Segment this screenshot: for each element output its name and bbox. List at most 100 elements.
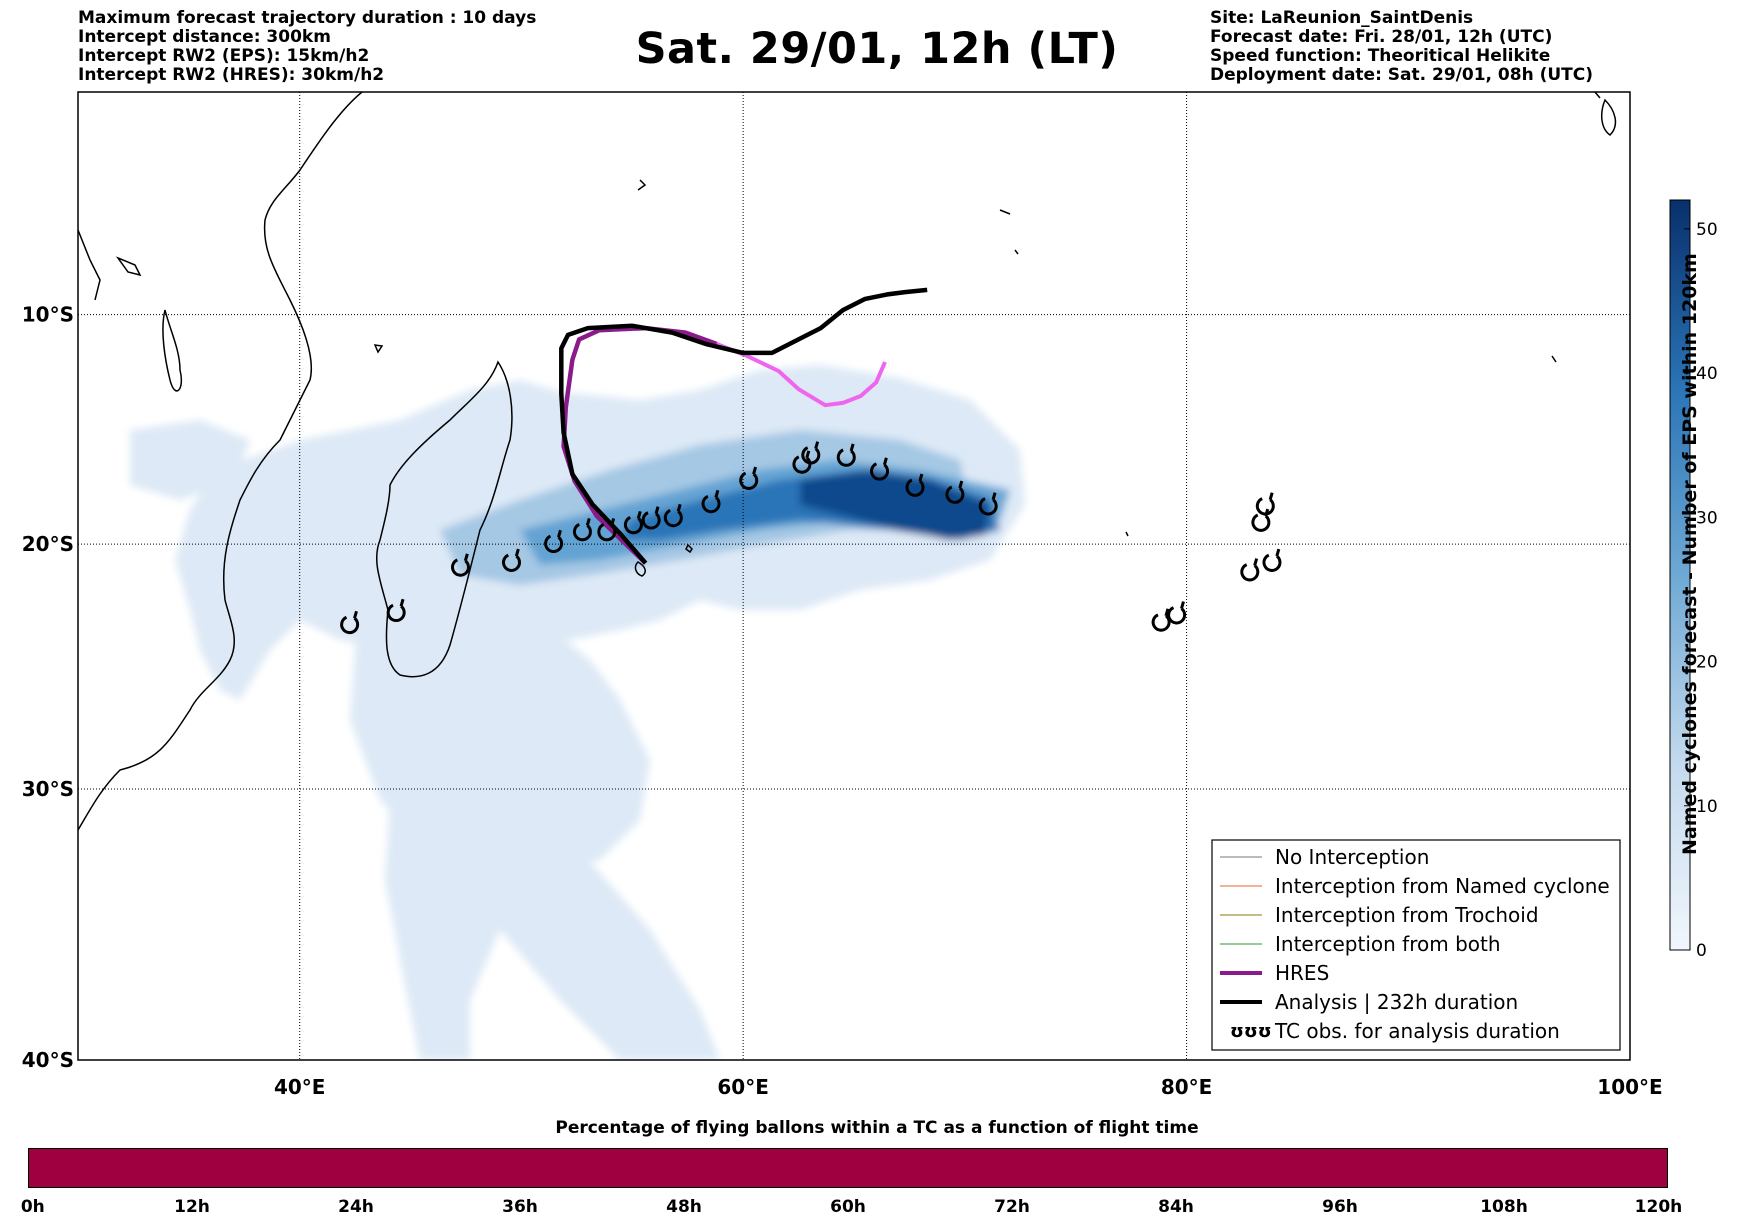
tc-obs-tail xyxy=(676,503,682,512)
lon-tick-label: 40°E xyxy=(274,1075,326,1099)
tc-obs-tail xyxy=(882,457,888,466)
legend-symbol: ʊʊʊ xyxy=(1230,1021,1272,1042)
header-right-line: Speed function: Theoritical Helikite xyxy=(1210,46,1551,66)
flight-bar-tick-label: 72h xyxy=(994,1197,1030,1217)
tc-obs-marker xyxy=(801,441,821,465)
tc-obs-marker xyxy=(597,518,617,542)
colorbar-tick-label: 50 xyxy=(1696,220,1718,240)
tc-obs-tail xyxy=(1268,492,1274,501)
tc-obs-marker xyxy=(340,610,360,635)
cyclone-density-field xyxy=(130,365,1025,1060)
map-frame xyxy=(77,91,1631,1061)
tc-obs-arc xyxy=(945,485,965,504)
tc-obs-tail xyxy=(514,548,520,557)
tc-obs-tail xyxy=(1164,608,1170,617)
lat-tick-label: 40°S xyxy=(22,1048,74,1072)
tc-obs-tail xyxy=(353,610,358,619)
colorbar-tick-label: 40 xyxy=(1696,364,1718,384)
tc-obs-arc xyxy=(572,523,592,542)
tc-obs-tail xyxy=(463,553,469,562)
lon-tick-label: 60°E xyxy=(717,1075,769,1099)
tc-obs-marker xyxy=(451,553,470,577)
tc-observations xyxy=(340,441,1282,635)
lat-tick-label: 30°S xyxy=(22,777,74,801)
legend-label: HRES xyxy=(1275,961,1329,985)
tc-obs-marker xyxy=(386,598,406,622)
tc-obs-tail xyxy=(654,506,660,515)
flight-bar-tick-label: 48h xyxy=(666,1197,702,1217)
tracks xyxy=(559,287,928,565)
legend-label: No Interception xyxy=(1275,845,1429,869)
tc-obs-marker xyxy=(978,492,998,516)
tc-obs-tail xyxy=(557,529,562,538)
tc-obs-tail xyxy=(958,480,964,489)
tc-obs-marker xyxy=(641,506,661,530)
flight-bar-title: Percentage of flying ballons within a TC… xyxy=(555,1118,1199,1138)
tc-obs-arc xyxy=(641,511,661,530)
tc-obs-marker xyxy=(836,443,856,467)
legend-label: Interception from both xyxy=(1275,932,1501,956)
flight-bar-tick-label: 84h xyxy=(1158,1197,1194,1217)
map-gridlines xyxy=(78,92,1630,1060)
tc-obs-tail xyxy=(399,598,405,607)
colorbar-tick-label: 30 xyxy=(1696,508,1718,528)
header-left-line: Intercept RW2 (HRES): 30km/h2 xyxy=(78,65,385,85)
lon-tick-label: 80°E xyxy=(1161,1075,1213,1099)
flight-bar xyxy=(28,1148,1668,1188)
tc-obs-tail xyxy=(752,466,758,475)
tc-obs-marker xyxy=(701,489,721,514)
legend-label: Interception from Trochoid xyxy=(1275,903,1539,927)
tc-obs-tail xyxy=(849,443,855,452)
legend: No Interception Interception from Named c… xyxy=(1211,839,1621,1051)
tc-obs-arc xyxy=(597,523,617,542)
tc-obs-marker xyxy=(663,503,683,528)
tc-obs-tail xyxy=(991,492,997,501)
flight-bar-tick-label: 120h xyxy=(1634,1197,1683,1217)
tc-obs-arc xyxy=(340,615,360,635)
tc-obs-marker xyxy=(905,473,925,497)
colorbar: 0 10 20 30 40 50 xyxy=(1669,199,1718,961)
flight-bar-tick-label: 36h xyxy=(502,1197,538,1217)
tc-obs-marker xyxy=(870,457,890,481)
tc-obs-tail xyxy=(1275,548,1281,557)
tc-obs-tail xyxy=(1253,558,1259,566)
tc-obs-marker xyxy=(1255,492,1275,516)
tc-obs-tail xyxy=(636,510,642,519)
tc-obs-marker xyxy=(945,480,965,504)
tc-obs-marker xyxy=(1262,548,1282,572)
header-right-line: Forecast date: Fri. 28/01, 12h (UTC) xyxy=(1210,27,1553,47)
legend-label: Interception from Named cyclone xyxy=(1275,874,1610,898)
tc-obs-arc xyxy=(386,603,406,622)
legend-box xyxy=(1211,839,1621,1051)
tc-obs-marker xyxy=(502,548,521,572)
tc-obs-tail xyxy=(585,518,591,526)
tc-obs-arc xyxy=(870,462,890,481)
tc-obs-arc xyxy=(663,508,683,528)
tc-obs-arc xyxy=(739,471,759,490)
legend-label: TC obs. for analysis duration xyxy=(1274,1019,1560,1043)
legend-label: Analysis | 232h duration xyxy=(1275,990,1518,1014)
tc-obs-marker xyxy=(623,510,643,535)
tc-obs-marker xyxy=(544,529,564,553)
tc-obs-arc xyxy=(502,553,521,572)
header-right-line: Deployment date: Sat. 29/01, 08h (UTC) xyxy=(1210,65,1594,85)
tc-obs-marker xyxy=(1151,608,1171,632)
tc-obs-tail xyxy=(918,473,924,482)
tc-obs-arc xyxy=(836,448,856,467)
coastlines xyxy=(78,92,1617,831)
tc-obs-arc xyxy=(1251,513,1271,532)
tc-obs-arc xyxy=(978,497,998,516)
colorbar-gradient xyxy=(1669,199,1691,951)
hres-track-tail xyxy=(715,342,887,408)
lat-tick-label: 10°S xyxy=(22,303,74,327)
flight-bar-tick-label: 24h xyxy=(338,1197,374,1217)
colorbar-label: Named cyclones forecast - Number of EPS … xyxy=(1679,253,1701,855)
colorbar-tick-label: 10 xyxy=(1696,797,1718,817)
header-left-line: Intercept distance: 300km xyxy=(78,27,331,47)
tc-obs-marker xyxy=(1240,558,1260,582)
tc-obs-marker xyxy=(572,518,592,542)
tc-obs-tail xyxy=(714,489,720,498)
tc-obs-marker xyxy=(739,466,759,490)
flight-bar-tick-label: 60h xyxy=(830,1197,866,1217)
